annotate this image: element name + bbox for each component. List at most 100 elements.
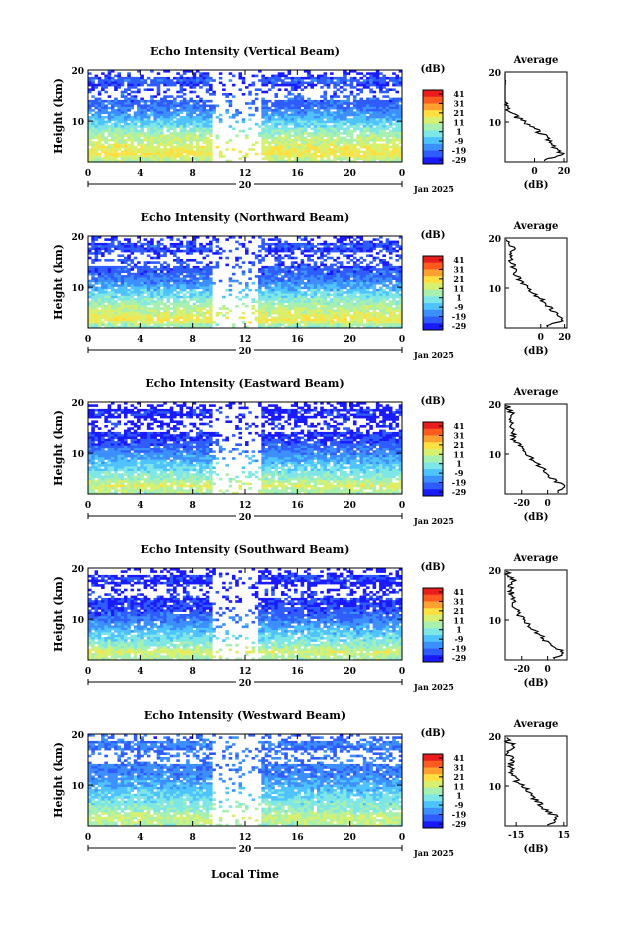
heatmap-cell — [310, 277, 314, 280]
heatmap-cell — [379, 288, 383, 292]
heatmap-cell — [101, 245, 105, 248]
heatmap-cell — [320, 254, 324, 257]
heatmap-cell — [274, 311, 279, 315]
heatmap-cell — [307, 113, 311, 117]
heatmap-cell — [130, 102, 135, 105]
heatmap-cell — [97, 282, 102, 285]
heatmap-cell — [277, 284, 282, 287]
heatmap-cell — [330, 150, 334, 154]
heatmap-cell — [356, 305, 360, 308]
heatmap-cell — [395, 240, 400, 244]
heatmap-cell — [88, 109, 92, 112]
heatmap-cell — [127, 277, 131, 280]
heatmap-cell — [323, 300, 328, 303]
heatmap-cell — [320, 120, 324, 124]
heatmap-cell — [330, 249, 334, 253]
heatmap-cell — [140, 288, 144, 292]
heatmap-cell — [235, 240, 239, 244]
heatmap-cell — [146, 245, 151, 248]
heatmap-cell — [346, 302, 350, 306]
heatmap-cell — [359, 270, 364, 274]
heatmap-cell — [261, 291, 265, 294]
heatmap-cell — [169, 295, 174, 299]
heatmap-cell — [366, 300, 370, 303]
heatmap-cell — [104, 159, 108, 163]
heatmap-cell — [123, 139, 128, 142]
heatmap-cell — [287, 256, 292, 260]
heatmap-cell — [159, 152, 164, 156]
heatmap-cell — [336, 307, 341, 310]
heatmap-cell — [91, 291, 95, 294]
heatmap-cell — [88, 295, 92, 299]
heatmap-cell — [127, 106, 131, 110]
heatmap-cell — [388, 282, 393, 285]
heatmap-cell — [176, 155, 180, 158]
heatmap-cell — [235, 279, 239, 283]
heatmap-cell — [297, 95, 301, 98]
heatmap-cell — [202, 155, 207, 158]
heatmap-cell — [159, 129, 164, 133]
heatmap-cell — [375, 118, 380, 121]
heatmap-cell — [375, 277, 380, 280]
heatmap-cell — [173, 127, 177, 131]
heatmap-cell — [205, 302, 210, 306]
heatmap-cell — [366, 134, 370, 137]
heatmap-cell — [166, 305, 171, 308]
heatmap-cell — [225, 99, 229, 103]
heatmap-cell — [333, 236, 337, 239]
heatmap-cell — [137, 302, 141, 306]
heatmap-cell — [140, 81, 144, 85]
heatmap-cell — [205, 120, 210, 124]
heatmap-cell — [330, 282, 334, 285]
heatmap-cell — [326, 141, 331, 144]
heatmap-cell — [222, 155, 226, 158]
heatmap-cell — [382, 293, 386, 297]
heatmap-cell — [339, 127, 344, 131]
heatmap-cell — [97, 102, 102, 105]
heatmap-cell — [146, 148, 151, 151]
heatmap-cell — [267, 309, 272, 313]
heatmap-cell — [313, 155, 318, 158]
heatmap-cell — [169, 136, 174, 140]
heatmap-cell — [91, 261, 95, 264]
heatmap-cell — [209, 300, 213, 303]
heatmap-cell — [326, 109, 331, 112]
heatmap-cell — [369, 279, 373, 283]
heatmap-cell — [307, 76, 311, 80]
heatmap-cell — [271, 247, 275, 251]
heatmap-cell — [133, 307, 138, 310]
heatmap-cell — [261, 113, 265, 117]
heatmap-cell — [146, 132, 151, 135]
heatmap-cell — [189, 242, 193, 246]
heatmap-cell — [130, 272, 135, 276]
heatmap-cell — [336, 270, 341, 274]
heatmap-cell — [163, 157, 167, 160]
heatmap-cell — [176, 242, 180, 246]
heatmap-cell — [366, 148, 370, 151]
heatmap-cell — [323, 93, 328, 96]
heatmap-cell — [107, 139, 112, 142]
heatmap-cell — [369, 76, 373, 80]
heatmap-cell — [392, 295, 396, 299]
heatmap-cell — [261, 279, 265, 283]
heatmap-cell — [202, 157, 207, 160]
heatmap-cell — [117, 307, 122, 310]
heatmap-cell — [117, 141, 122, 144]
heatmap-cell — [362, 106, 367, 110]
heatmap-cell — [186, 70, 190, 73]
heatmap-cell — [189, 129, 193, 133]
heatmap-cell — [356, 122, 360, 126]
heatmap-cell — [267, 279, 272, 283]
heatmap-cell — [199, 268, 203, 271]
heatmap-cell — [294, 99, 298, 103]
heatmap-cell — [127, 122, 131, 126]
heatmap-cell — [235, 247, 239, 251]
heatmap-cell — [356, 275, 360, 278]
heatmap-cell — [277, 72, 282, 75]
heatmap-cell — [212, 236, 216, 239]
heatmap-cell — [195, 125, 200, 128]
heatmap-cell — [202, 104, 207, 108]
heatmap-cell — [307, 245, 311, 248]
heatmap-cell — [366, 275, 370, 278]
heatmap-cell — [231, 236, 236, 239]
